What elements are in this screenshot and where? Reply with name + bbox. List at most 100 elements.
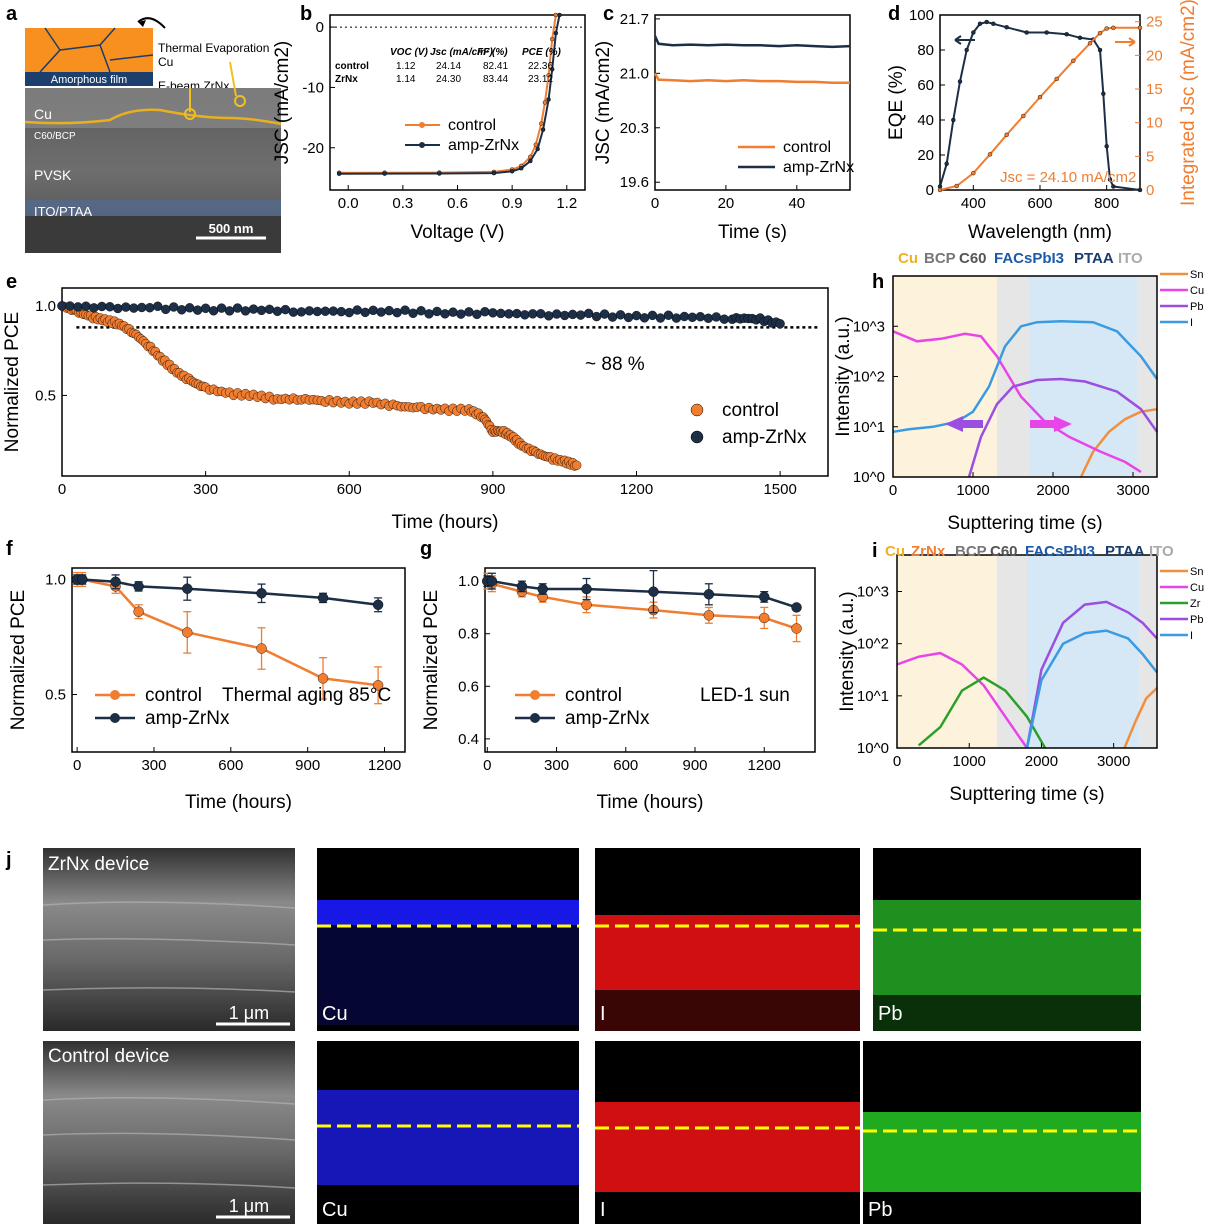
chart-d: 400 600 800 0 20 40 60 80 100 0 5 10 15 20 25 Jsc = 24.… xyxy=(886,0,1199,243)
x-axis-label: Time (hours) xyxy=(392,512,499,533)
panel-label-g: g xyxy=(420,538,432,560)
y-axis-label: Normalized PCE xyxy=(8,590,29,730)
x-tick-label: 900 xyxy=(295,757,320,774)
left-arrow-icon xyxy=(954,35,975,45)
jsc-annotation: Jsc = 24.10 mA/cm2 xyxy=(1000,169,1136,186)
data-point-amp-ZrNx xyxy=(296,307,307,317)
data-point-eqe xyxy=(957,79,963,84)
chart-f: 0 300 600 900 1200 0.5 1.0 Time (hours) Normaliz… xyxy=(8,567,406,813)
condition-annotation: LED-1 sun xyxy=(700,685,790,706)
data-point-amp-ZrNx xyxy=(719,314,729,324)
x-tick-label: 300 xyxy=(141,757,166,774)
legend-label: amp-ZrNx xyxy=(565,708,650,729)
data-point-amp-ZrNx xyxy=(280,304,291,315)
x-tick-label: 3000 xyxy=(1116,482,1149,499)
data-point-amp-ZrNx xyxy=(528,158,533,164)
x-tick-label: 600 xyxy=(337,481,362,498)
y-tick-label: 20 xyxy=(917,147,934,164)
eds-cu-low-zrn xyxy=(317,925,579,1025)
x-tick-label: 0 xyxy=(889,482,897,499)
data-point-amp-ZrNx xyxy=(184,303,195,313)
data-point-amp-ZrNx xyxy=(137,302,147,313)
data-point-integrated-jsc xyxy=(1037,94,1043,100)
panel-label-j: j xyxy=(5,849,12,871)
data-point-amp-ZrNx xyxy=(456,309,466,319)
chart-e: 0 300 600 900 1200 1500 0.5 1.0 ~ 88 % Time (hour… xyxy=(2,287,829,533)
data-point-amp-ZrNx xyxy=(392,307,402,318)
x-axis-label: Time (hours) xyxy=(185,792,292,813)
data-point-amp-ZrNx xyxy=(615,310,626,320)
scale-bar-label-j1: 1 μm xyxy=(229,1003,269,1023)
legend-label: I xyxy=(1190,630,1193,642)
data-point-amp-ZrNx xyxy=(133,581,144,592)
layer-label: ITO xyxy=(1118,250,1143,267)
data-point-amp-ZrNx xyxy=(304,306,315,316)
data-point-control xyxy=(759,612,770,624)
data-point-control xyxy=(256,643,267,654)
eds-i-band-control xyxy=(595,1102,860,1192)
table-cell: 24.14 xyxy=(436,61,461,72)
x-tick-label: 0.9 xyxy=(502,195,523,212)
data-point-eqe xyxy=(991,21,996,26)
series-line-I xyxy=(1025,629,1158,749)
y-tick-label: 10^3 xyxy=(853,318,885,335)
chart-c: 0 20 40 21.7 21.0 20.3 19.6 Time (s) JSC (mA/cm2… xyxy=(593,11,854,243)
data-point-amp-ZrNx xyxy=(552,309,562,319)
layer-label: PTAA xyxy=(1074,250,1114,267)
y-tick-label: 0.8 xyxy=(458,626,479,643)
eds-i-low-zrn xyxy=(595,990,860,1031)
table-cell: 23.12 xyxy=(528,74,553,85)
y-tick-label: 21.0 xyxy=(620,65,649,82)
arrow-head-icon xyxy=(138,20,146,27)
data-point-control xyxy=(791,623,802,634)
data-point-amp-ZrNx xyxy=(105,302,115,312)
highlight-circle-2 xyxy=(234,95,246,107)
pointer-line-2 xyxy=(229,61,237,97)
table-header-cell: Jsc (mA/cm²) xyxy=(430,47,493,58)
data-point-amp-ZrNx xyxy=(703,589,715,600)
data-point-amp-ZrNx xyxy=(352,305,362,315)
y-tick-label: 0 xyxy=(926,182,934,199)
highlight-circle-1 xyxy=(184,108,196,120)
data-point-control xyxy=(703,610,715,621)
data-point-amp-ZrNx xyxy=(687,312,698,322)
arrow-shaft xyxy=(963,420,983,428)
data-point-amp-ZrNx xyxy=(496,308,506,319)
layer-label: PTAA xyxy=(1105,543,1145,560)
data-point-integrated-jsc xyxy=(1021,113,1026,119)
left-arrow-icon xyxy=(945,416,963,432)
data-point-amp-ZrNx xyxy=(520,310,530,320)
y2-tick-label: 5 xyxy=(1146,148,1154,165)
series-line-Pb xyxy=(967,377,1159,478)
sem-cu-label: Cu xyxy=(34,106,52,122)
layer-band xyxy=(1138,555,1157,748)
data-point-amp-ZrNx xyxy=(344,307,354,318)
data-point-integrated-jsc xyxy=(1071,58,1076,63)
data-point-amp-ZrNx xyxy=(775,319,785,329)
eds-i-label-2: I xyxy=(600,1199,606,1221)
legend-label: amp-ZrNx xyxy=(145,708,230,729)
legend-label: amp-ZrNx xyxy=(722,427,807,448)
layer-label: C60 xyxy=(990,543,1018,560)
data-point-amp-ZrNx xyxy=(575,310,586,320)
x-tick-label: 300 xyxy=(193,481,218,498)
data-point-amp-ZrNx xyxy=(639,313,650,323)
sem-ito-label: ITO/PTAA xyxy=(34,204,92,219)
data-point-amp-ZrNx xyxy=(256,305,267,316)
thermal-cu-label: Cu xyxy=(158,55,173,69)
x-tick-label: 900 xyxy=(682,757,707,774)
layer-band xyxy=(1029,276,1137,477)
y-tick-label: -20 xyxy=(302,140,324,157)
y-tick-label: 1.0 xyxy=(458,573,479,590)
data-point-amp-ZrNx xyxy=(232,303,243,313)
y-tick-label: 100 xyxy=(909,7,934,24)
data-point-amp-ZrNx xyxy=(671,313,682,323)
y-tick-label: 10^0 xyxy=(853,469,885,486)
legend-marker xyxy=(110,690,120,700)
x-axis-label: Time (s) xyxy=(718,222,787,243)
data-point-amp-ZrNx xyxy=(711,312,721,322)
data-point-eqe xyxy=(944,161,949,166)
data-point-amp-ZrNx xyxy=(264,304,275,315)
layer-label: BCP xyxy=(955,543,987,560)
legend-marker xyxy=(419,142,425,148)
